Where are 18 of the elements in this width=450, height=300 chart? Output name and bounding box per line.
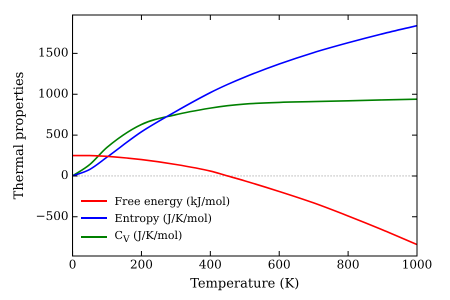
y-axis-title: Thermal properties [12,72,28,200]
y-tick-label: 0 [60,168,69,182]
y-tick-label: 1000 [38,86,69,100]
x-axis-title: Temperature (K) [190,276,300,292]
x-tick-label: 1000 [402,257,432,272]
y-tick-label: −500 [36,208,69,223]
line-series [72,154,417,246]
x-tick-label: 200 [130,257,153,272]
line-series [72,24,417,177]
legend-label: Entropy (J/K/mol) [114,210,212,227]
legend-label: C$_{V}$ (J/K/mol) [114,228,182,247]
x-tick-label: 400 [198,257,222,272]
y-tick-label: 500 [46,127,69,142]
y-tick-label: 1500 [38,46,69,60]
line-series [72,98,417,177]
legend-label: Free energy (kJ/mol) [114,194,230,210]
x-tick-label: 800 [336,257,360,272]
x-tick-label: 600 [268,257,291,272]
